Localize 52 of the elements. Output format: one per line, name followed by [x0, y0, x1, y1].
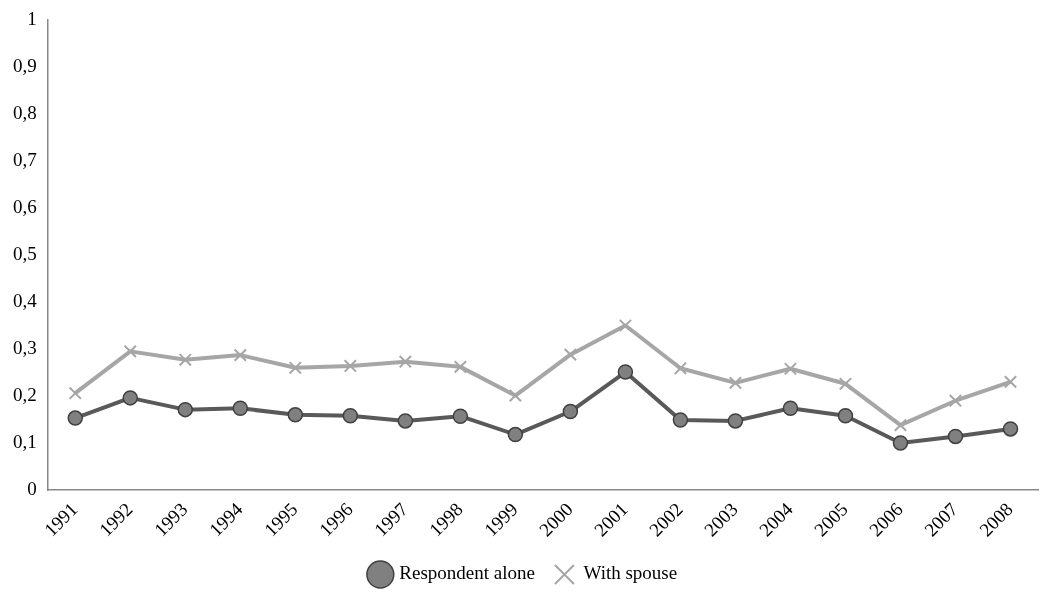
point	[233, 348, 247, 362]
point	[507, 426, 524, 443]
point	[618, 318, 633, 333]
point	[232, 400, 249, 416]
y-tick-label: 0,8	[13, 101, 37, 123]
point	[508, 388, 523, 403]
point	[838, 377, 853, 391]
point	[728, 376, 743, 390]
point	[398, 355, 412, 369]
point	[673, 361, 688, 375]
point	[1003, 375, 1018, 389]
y-tick-label: 0,1	[13, 430, 37, 452]
y-tick-label: 1	[27, 7, 37, 29]
y-tick-label: 0,4	[13, 289, 38, 311]
point	[453, 360, 468, 374]
legend-label: With spouse	[583, 562, 678, 584]
point	[123, 344, 137, 359]
point	[563, 347, 578, 362]
y-tick-label: 0,5	[13, 242, 37, 264]
y-tick-label: 0,6	[13, 195, 37, 217]
point	[342, 408, 359, 424]
point	[68, 386, 82, 400]
point	[617, 364, 634, 380]
point	[397, 413, 414, 429]
point	[67, 410, 84, 426]
x-tick-label: 1999	[480, 498, 522, 541]
x-tick-label: 1991	[39, 498, 82, 541]
y-tick-label: 0,2	[13, 383, 37, 405]
x-tick-label: 1992	[94, 498, 137, 541]
point	[948, 394, 963, 408]
point	[343, 359, 357, 373]
point	[177, 401, 194, 418]
point	[892, 435, 909, 451]
point	[288, 361, 302, 375]
y-tick-label: 0,9	[13, 54, 37, 76]
point	[1002, 421, 1019, 437]
point	[727, 413, 744, 429]
point	[947, 428, 964, 445]
legend-label: Respondent alone	[399, 562, 535, 584]
point	[287, 407, 304, 423]
point	[783, 362, 798, 376]
y-tick-label: 0,7	[13, 148, 37, 170]
point	[562, 403, 579, 420]
point	[178, 353, 192, 367]
point	[452, 408, 469, 424]
point	[782, 400, 799, 416]
y-tick-label: 0	[27, 477, 37, 499]
point	[672, 412, 689, 428]
y-tick-label: 0,3	[13, 336, 37, 358]
point	[122, 390, 139, 406]
point	[893, 418, 908, 432]
point	[837, 408, 854, 424]
